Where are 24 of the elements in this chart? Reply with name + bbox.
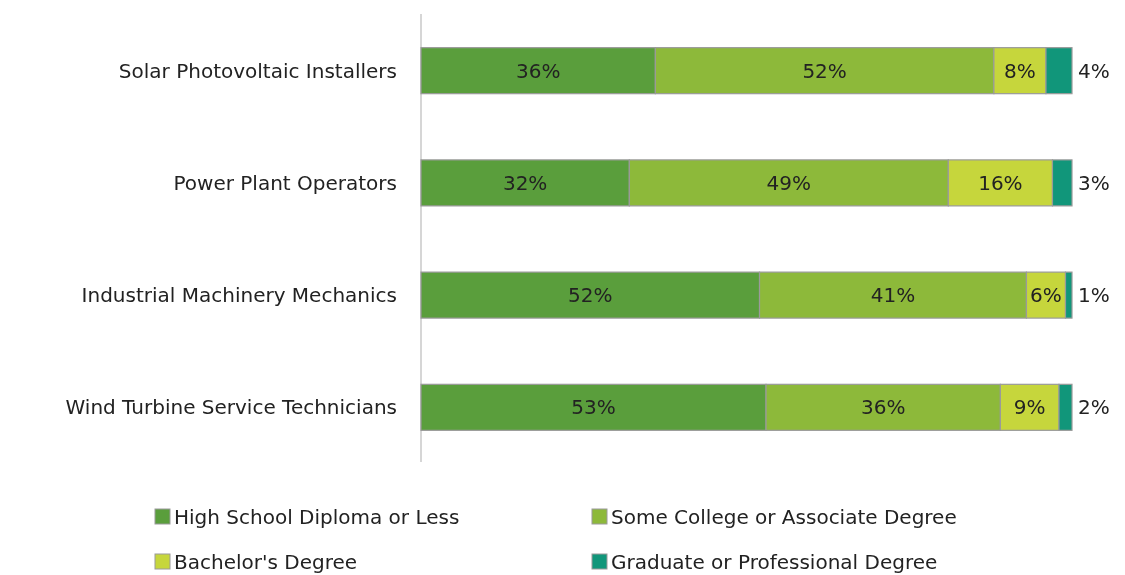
data-label: 52% [802,58,847,83]
legend-label: High School Diploma or Less [174,505,460,529]
data-label: 16% [978,170,1023,195]
data-label: 1% [1078,283,1110,308]
data-label: 36% [860,395,906,420]
data-label: 6% [1030,283,1062,308]
legend-label: Graduate or Professional Degree [611,550,938,574]
data-label: 4% [1078,58,1110,83]
y-tick-label: Solar Photovoltaic Installers [118,58,397,83]
y-tick-label: Power Plant Operators [173,170,397,195]
y-tick-label: Industrial Machinery Mechanics [81,283,397,308]
data-label: 49% [766,170,812,195]
data-label: 2% [1078,395,1110,420]
data-label: 53% [571,395,616,420]
data-label: 52% [568,283,613,308]
legend-label: Some College or Associate Degree [611,505,957,529]
data-label: 3% [1078,170,1110,195]
data-label: 32% [502,170,548,195]
data-label: 9% [1013,395,1046,420]
legend-label: Bachelor's Degree [174,550,358,574]
data-label: 41% [870,283,916,308]
y-tick-label: Wind Turbine Service Technicians [65,395,397,420]
data-label: 8% [1004,58,1036,83]
data-label: 36% [515,58,561,83]
